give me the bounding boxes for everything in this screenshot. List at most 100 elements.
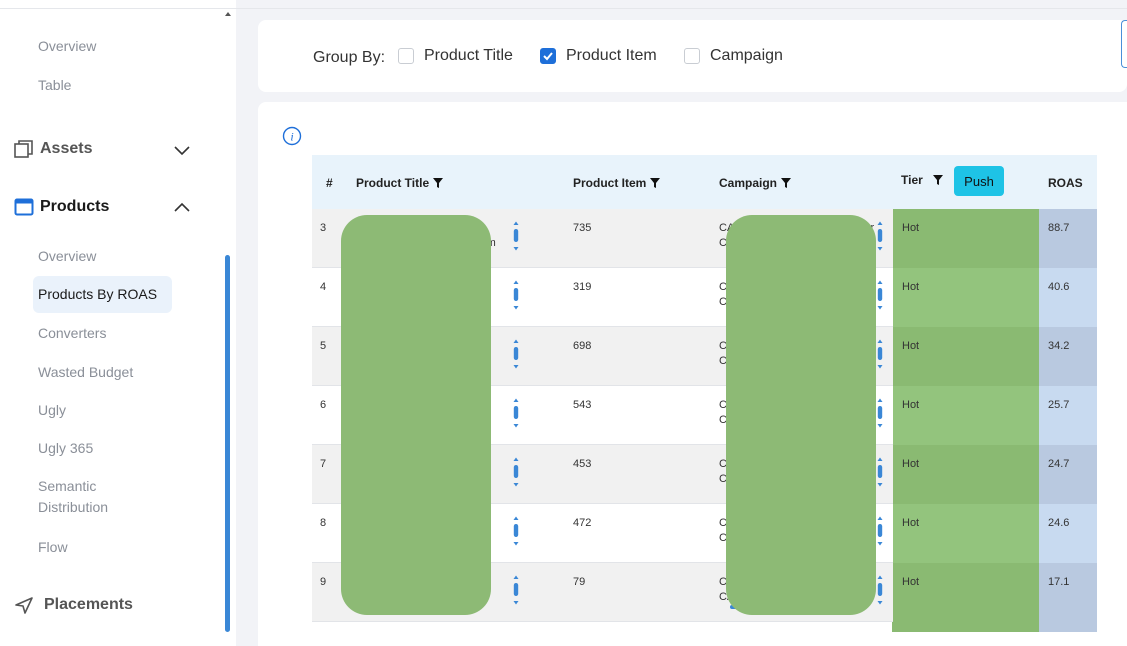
column-header-label: Product Item (573, 176, 647, 190)
partial-button[interactable] (1121, 20, 1127, 68)
assets-icon (14, 140, 33, 158)
roas-value: 24.7 (1048, 458, 1070, 470)
navigation-arrow-icon (15, 597, 33, 614)
campaign-fragment: C (719, 458, 727, 470)
column-header-roas[interactable]: ROAS (1048, 176, 1083, 190)
roas-cell: 25.7 (1039, 386, 1097, 445)
sidebar-item-products-overview[interactable]: Overview (38, 248, 97, 264)
campaign-fragment: C (719, 340, 727, 352)
sidebar-item-table[interactable]: Table (38, 77, 72, 93)
svg-text:i: i (290, 130, 293, 144)
sidebar-item-label: Semantic (38, 478, 97, 494)
roas-value: 17.1 (1048, 576, 1070, 588)
sidebar-item-wasted-budget[interactable]: Wasted Budget (38, 364, 134, 380)
filter-icon[interactable] (932, 175, 943, 185)
cell-scroll-stepper[interactable] (512, 219, 520, 253)
campaign-fragment: C (719, 237, 727, 249)
sidebar-item-overview[interactable]: Overview (38, 38, 97, 54)
row-index: 7 (320, 458, 327, 470)
product-item-cell: 319 (573, 281, 592, 293)
campaign-fragment: C (719, 399, 727, 411)
filter-icon[interactable] (650, 178, 661, 188)
campaign-fragment: C (719, 355, 727, 367)
cell-scroll-stepper[interactable] (876, 573, 884, 607)
tier-cell (892, 622, 1039, 632)
cell-scroll-stepper[interactable] (876, 455, 884, 489)
campaign-fragment: C (719, 414, 727, 426)
tier-cell: Hot (893, 504, 1039, 563)
top-divider (0, 8, 1127, 9)
campaign-fragment: C (719, 532, 727, 544)
sidebar-item-products-by-roas[interactable]: Products By ROAS (38, 286, 158, 302)
tier-value: Hot (902, 517, 920, 529)
option-label: Product Item (566, 47, 657, 64)
sidebar-item-flow[interactable]: Flow (38, 539, 68, 555)
sidebar: Overview Table Assets Products Overview … (0, 0, 236, 646)
sidebar-item-converters[interactable]: Converters (38, 325, 107, 341)
column-header-product-item[interactable]: Product Item (573, 176, 661, 190)
sidebar-active-highlight (33, 276, 172, 313)
column-header-campaign[interactable]: Campaign (719, 176, 792, 190)
tier-value: Hot (902, 399, 920, 411)
sidebar-item-ugly[interactable]: Ugly (38, 402, 67, 418)
checkbox[interactable] (398, 48, 414, 64)
row-index: 5 (320, 340, 327, 352)
checkmark-icon (543, 52, 553, 61)
option-label: Campaign (710, 47, 783, 64)
cell-scroll-stepper[interactable] (512, 514, 520, 548)
checkbox-checked[interactable] (540, 48, 556, 64)
column-header-product-title[interactable]: Product Title (356, 176, 444, 190)
sidebar-scrollbar-thumb[interactable] (225, 255, 230, 632)
tier-cell: Hot (893, 386, 1039, 445)
tier-cell: Hot (893, 563, 1039, 622)
roas-cell: 24.6 (1039, 504, 1097, 563)
filter-icon[interactable] (781, 178, 792, 188)
chevron-down-icon[interactable] (172, 140, 192, 160)
group-by-option-campaign[interactable]: Campaign (684, 47, 783, 65)
scroll-up-arrow-icon[interactable] (224, 10, 232, 18)
sidebar-item-ugly-365[interactable]: Ugly 365 (38, 440, 94, 456)
column-header-tier[interactable]: Tier (901, 173, 943, 187)
info-icon[interactable]: i (282, 126, 302, 146)
sidebar-item-semantic-distribution[interactable]: Semantic Distribution (38, 478, 108, 515)
column-header-label: Product Title (356, 176, 430, 190)
cell-scroll-stepper[interactable] (876, 396, 884, 430)
cell-scroll-stepper[interactable] (876, 514, 884, 548)
sidebar-section-placements[interactable]: Placements (14, 596, 133, 614)
checkbox[interactable] (684, 48, 700, 64)
column-header-label: Tier (901, 173, 923, 187)
cell-scroll-stepper[interactable] (512, 396, 520, 430)
group-by-option-product-item[interactable]: Product Item (540, 47, 657, 65)
cell-scroll-stepper[interactable] (876, 278, 884, 312)
sidebar-section-assets[interactable]: Assets (14, 140, 92, 158)
roas-cell (1039, 622, 1097, 632)
roas-value: 34.2 (1048, 340, 1070, 352)
sidebar-section-products[interactable]: Products (14, 198, 109, 216)
row-index: 9 (320, 576, 327, 588)
push-button[interactable]: Push (954, 166, 1004, 196)
campaign-fragment: C (719, 473, 727, 485)
product-item-cell: 453 (573, 458, 592, 470)
row-index: 8 (320, 517, 327, 529)
cell-scroll-stepper[interactable] (512, 573, 520, 607)
cell-scroll-stepper[interactable] (512, 455, 520, 489)
chevron-up-icon[interactable] (172, 198, 192, 218)
tier-cell: Hot (893, 268, 1039, 327)
roas-cell: 88.7 (1039, 209, 1097, 268)
tier-cell: Hot (893, 327, 1039, 386)
product-item-cell: 735 (573, 222, 592, 234)
column-header-label: Campaign (719, 176, 778, 190)
roas-cell: 17.1 (1039, 563, 1097, 622)
tier-value: Hot (902, 340, 920, 352)
product-item-cell: 543 (573, 399, 592, 411)
cell-scroll-stepper[interactable] (512, 337, 520, 371)
cell-scroll-stepper[interactable] (876, 219, 884, 253)
filter-icon[interactable] (433, 178, 444, 188)
cell-scroll-stepper[interactable] (876, 337, 884, 371)
group-by-option-product-title[interactable]: Product Title (398, 47, 513, 65)
group-by-label: Group By: (313, 49, 386, 66)
campaign-fragment: C (719, 517, 727, 529)
cell-scroll-stepper[interactable] (512, 278, 520, 312)
redaction-overlay-product-title (341, 215, 491, 615)
products-icon (14, 198, 34, 216)
